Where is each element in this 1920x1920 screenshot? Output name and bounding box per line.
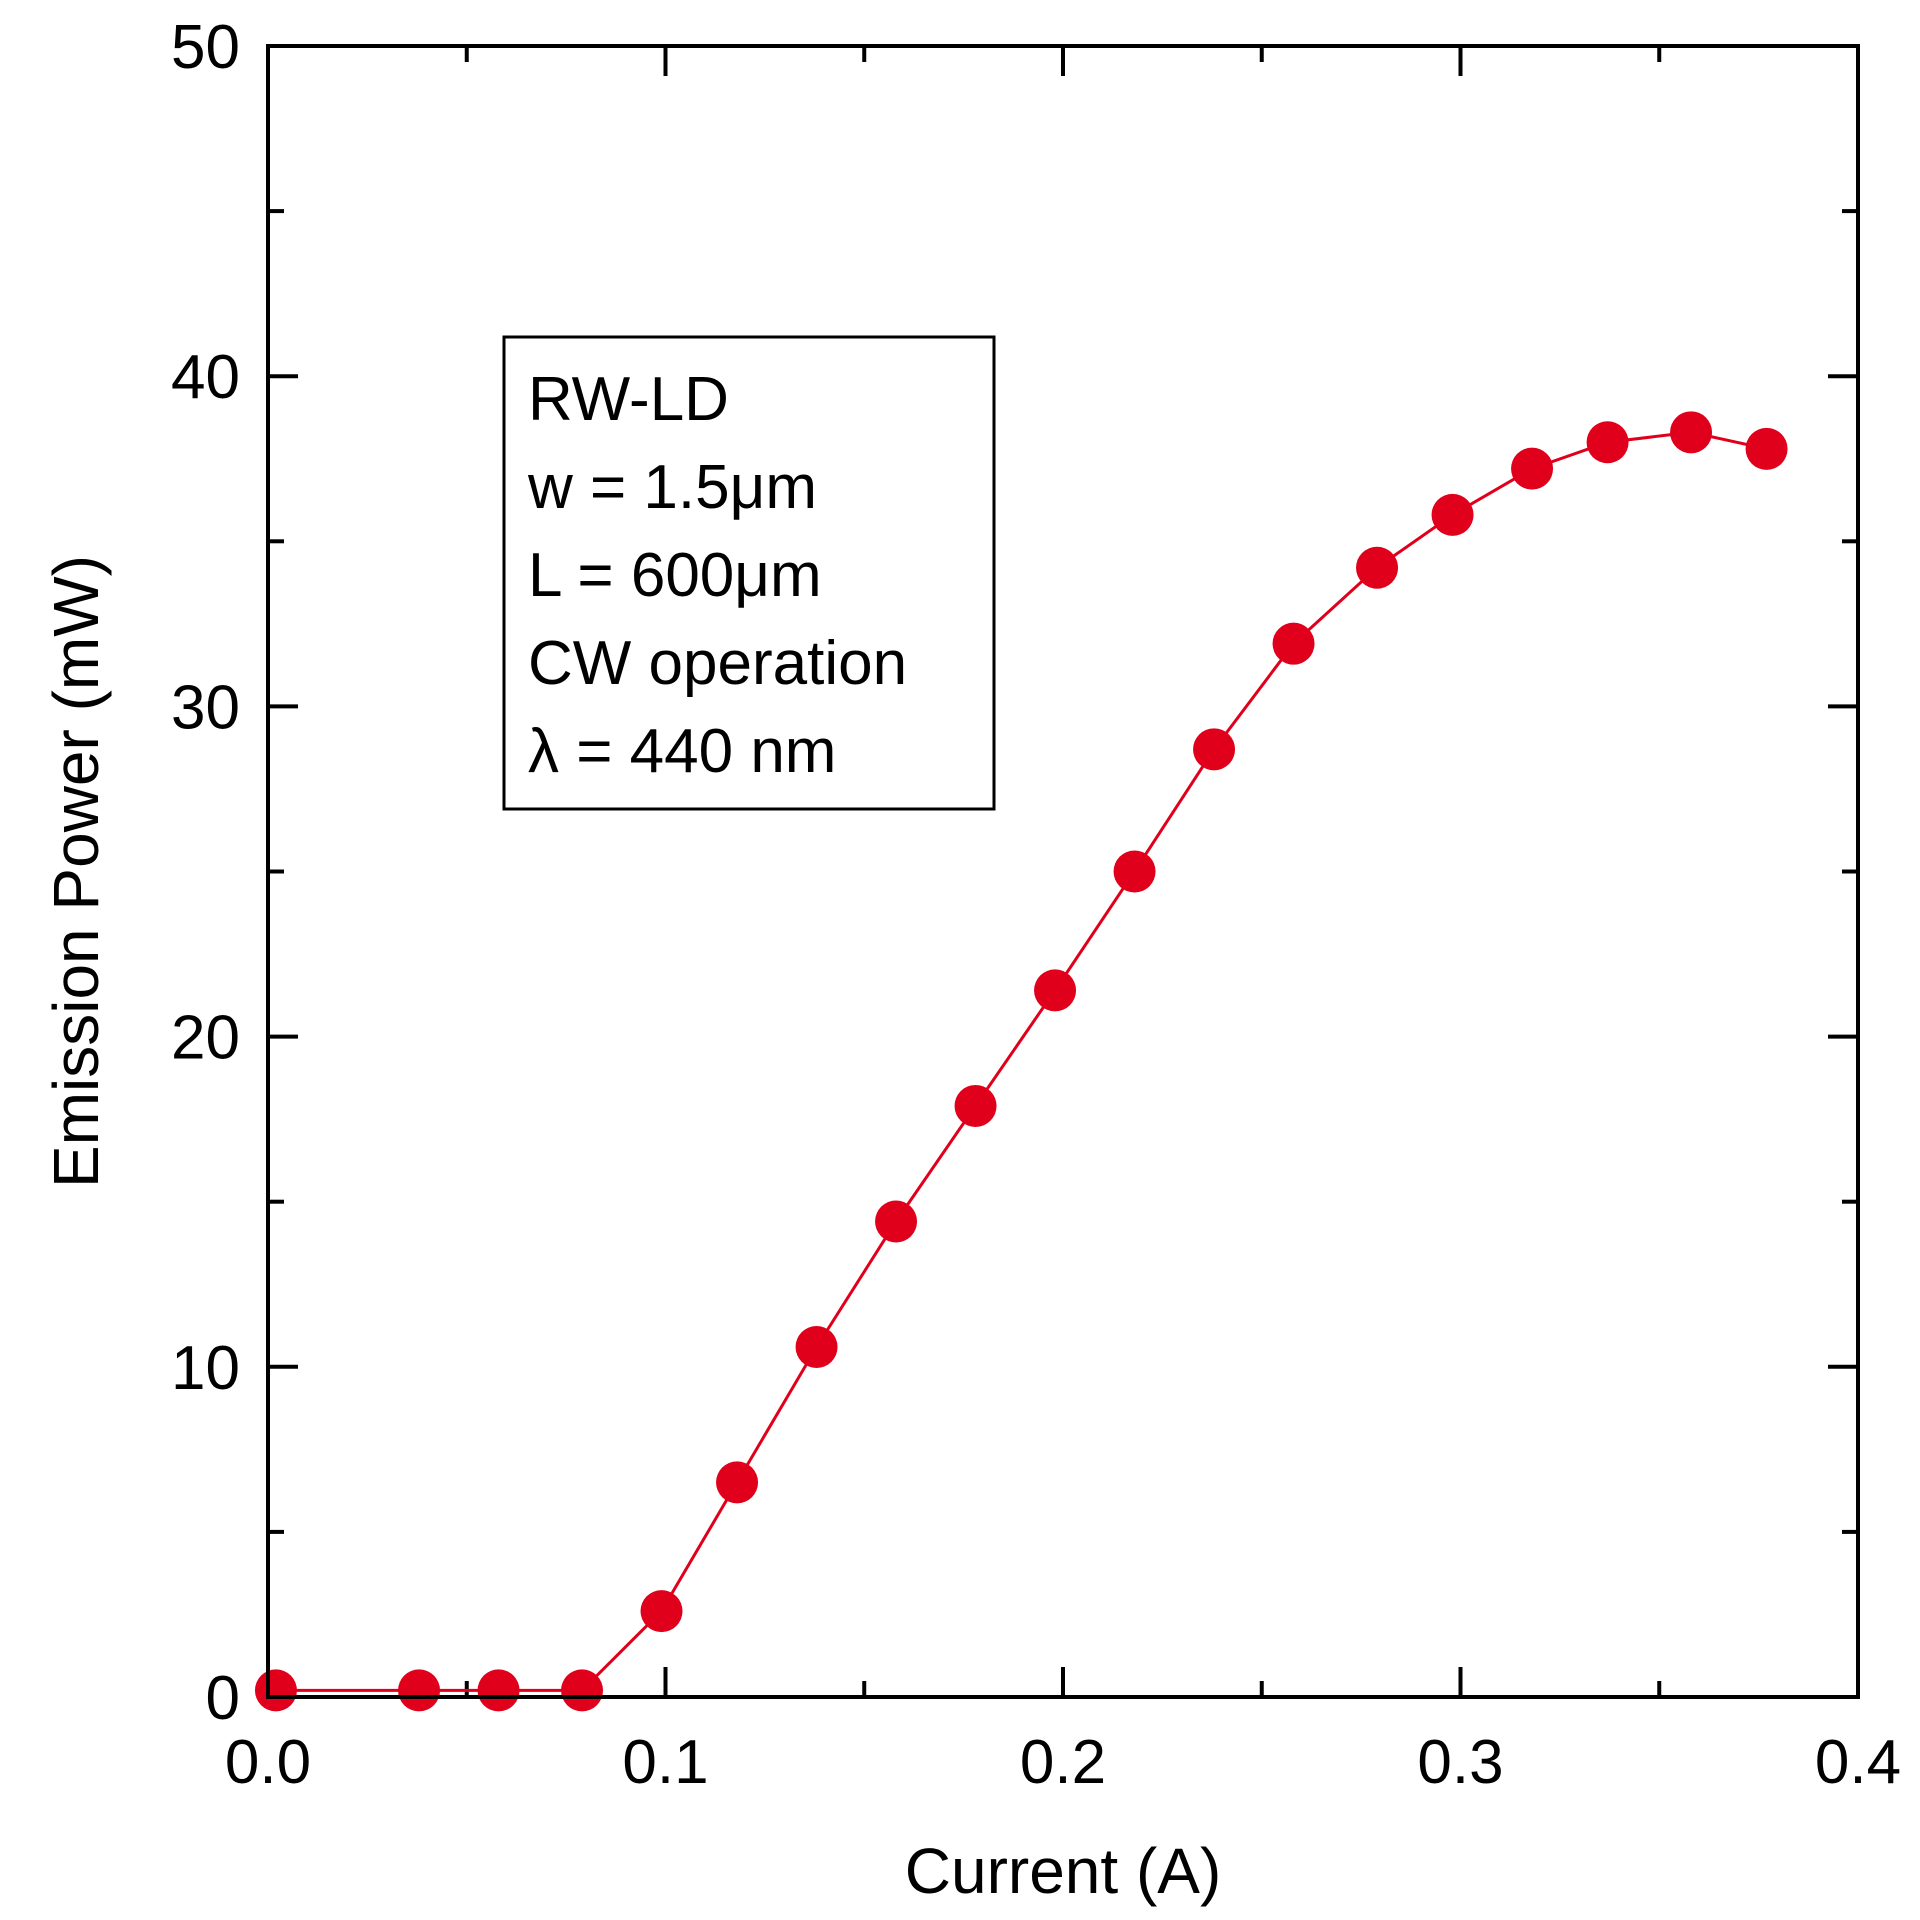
- legend-line-wavelength: λ = 440 nm: [528, 717, 836, 786]
- legend-line-device: RW-LD: [528, 365, 729, 434]
- data-point: [1356, 546, 1399, 589]
- x-tick-label: 0.2: [1020, 1728, 1106, 1797]
- data-point: [795, 1325, 838, 1368]
- data-point: [398, 1669, 441, 1712]
- data-point: [1431, 493, 1474, 536]
- y-tick-label: 40: [171, 343, 240, 412]
- data-point: [1113, 850, 1156, 893]
- data-point: [1745, 427, 1788, 470]
- data-point: [477, 1669, 520, 1712]
- x-tick-label: 0.0: [225, 1728, 311, 1797]
- series-line: [275, 430, 1767, 1692]
- y-tick-label: 20: [171, 1004, 240, 1073]
- x-axis-title: Current (A): [905, 1835, 1222, 1907]
- series-layer: [254, 411, 1788, 1712]
- y-tick-label: 0: [206, 1664, 240, 1733]
- data-point: [640, 1590, 683, 1633]
- data-point: [1193, 728, 1236, 771]
- plot-frame: [266, 44, 1860, 1699]
- data-point: [1272, 622, 1315, 665]
- legend-box: RW-LD w = 1.5μm L = 600μm CW operation λ…: [502, 335, 996, 811]
- legend-line-length: L = 600μm: [528, 541, 822, 610]
- ticks-layer: [266, 44, 1860, 1699]
- data-point: [254, 1669, 297, 1712]
- data-point: [716, 1461, 759, 1504]
- data-point: [1511, 447, 1554, 490]
- y-tick-label: 50: [171, 13, 240, 82]
- legend-line-width: w = 1.5μm: [527, 453, 817, 522]
- data-point: [1034, 969, 1077, 1012]
- x-tick-label: 0.4: [1815, 1728, 1901, 1797]
- y-axis-title: Emission Power (mW): [40, 555, 112, 1188]
- x-tick-label: 0.1: [622, 1728, 708, 1797]
- y-tick-label: 10: [171, 1334, 240, 1403]
- legend-frame: [502, 335, 996, 811]
- legend-line-operation: CW operation: [528, 629, 907, 698]
- data-point: [561, 1669, 604, 1712]
- tick-labels-layer: 0.0 0.1 0.2 0.3 0.4 0 10 20 30 40 50: [171, 13, 1901, 1797]
- data-point: [1586, 421, 1629, 464]
- data-point: [954, 1084, 997, 1127]
- data-point: [875, 1200, 918, 1243]
- data-point: [1670, 411, 1713, 454]
- x-tick-label: 0.3: [1417, 1728, 1503, 1797]
- y-tick-label: 30: [171, 673, 240, 742]
